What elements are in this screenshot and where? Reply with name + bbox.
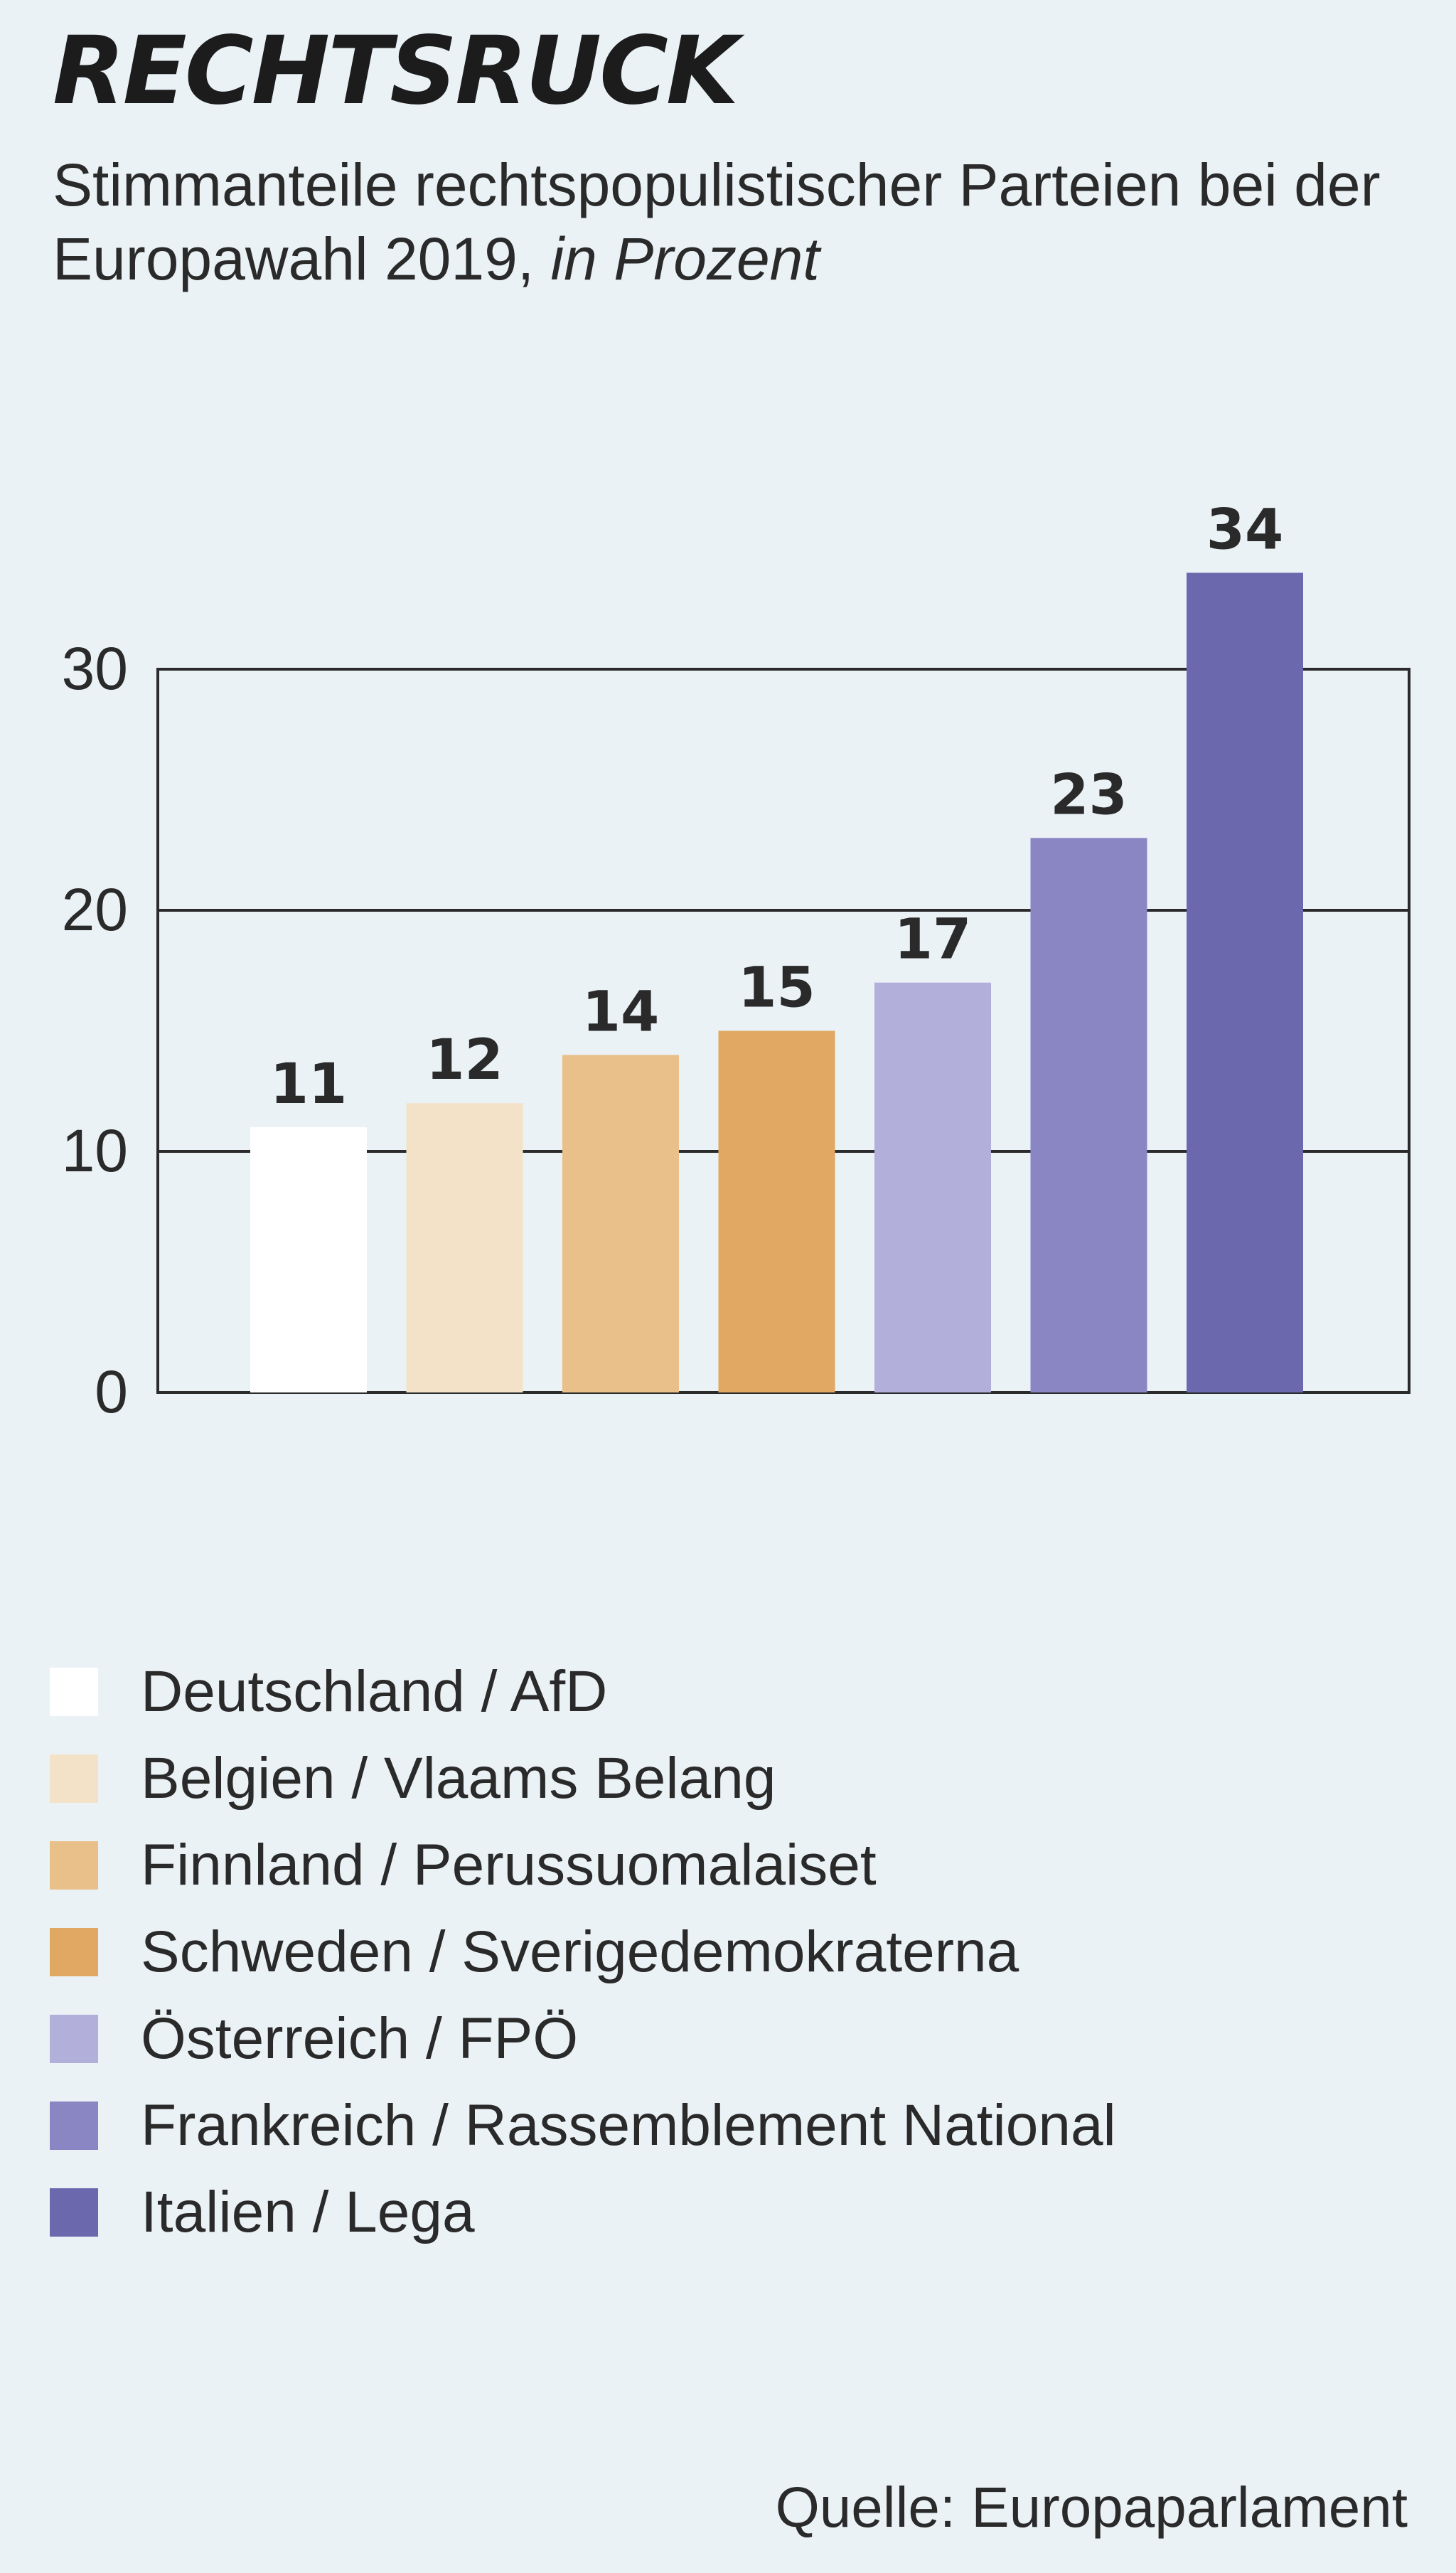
bar-value-label: 15 <box>738 957 815 1021</box>
legend-label: Schweden / Sverigedemokraterna <box>141 1919 1019 1984</box>
bar-value-label: 14 <box>582 980 660 1044</box>
bar-3 <box>562 1055 679 1392</box>
y-tick-label: 0 <box>95 1358 128 1422</box>
y-tick-label: 30 <box>62 635 128 702</box>
legend-item: Österreich / FPÖ <box>50 1996 1116 2082</box>
bar-5 <box>874 982 991 1392</box>
legend-item: Italien / Lega <box>50 2169 1116 2256</box>
legend-label: Deutschland / AfD <box>141 1659 608 1724</box>
legend-swatch <box>50 2101 98 2150</box>
legend-label: Österreich / FPÖ <box>141 2006 579 2071</box>
subtitle-unit: in Prozent <box>550 225 820 292</box>
legend-item: Deutschland / AfD <box>50 1648 1116 1735</box>
bar-1 <box>250 1127 367 1392</box>
legend-swatch <box>50 2015 98 2063</box>
bar-6 <box>1030 838 1147 1392</box>
chart-subtitle: Stimmanteile rechtspopulistischer Partei… <box>53 148 1432 296</box>
chart-title: RECHTSRUCK <box>53 16 739 126</box>
legend-swatch <box>50 1841 98 1890</box>
legend-label: Belgien / Vlaams Belang <box>141 1746 776 1811</box>
legend-item: Frankreich / Rassemblement National <box>50 2082 1116 2169</box>
legend-swatch <box>50 2188 98 2237</box>
y-tick-label: 20 <box>62 876 128 943</box>
bar-value-label: 12 <box>426 1028 503 1092</box>
subtitle-text: Stimmanteile rechtspopulistischer Partei… <box>53 151 1381 292</box>
legend-item: Schweden / Sverigedemokraterna <box>50 1909 1116 1996</box>
legend-label: Frankreich / Rassemblement National <box>141 2093 1116 2158</box>
legend-item: Belgien / Vlaams Belang <box>50 1735 1116 1822</box>
y-tick-label: 10 <box>62 1117 128 1184</box>
legend-item: Finnland / Perussuomalaiset <box>50 1822 1116 1909</box>
legend-label: Finnland / Perussuomalaiset <box>141 1833 877 1897</box>
bar-4 <box>718 1030 835 1392</box>
bars <box>250 572 1303 1392</box>
data-labels: 11 12 14 15 17 23 34 <box>270 498 1284 1117</box>
legend-swatch <box>50 1754 98 1803</box>
legend-label: Italien / Lega <box>141 2180 475 2244</box>
legend: Deutschland / AfD Belgien / Vlaams Belang… <box>50 1648 1116 2256</box>
bar-value-label: 23 <box>1050 763 1128 827</box>
y-axis-ticks: 0 10 20 30 <box>62 635 128 1422</box>
bar-chart: 11 12 14 15 17 23 34 0 10 20 30 <box>62 498 1410 1422</box>
bar-2 <box>406 1103 523 1392</box>
bar-value-label: 34 <box>1206 498 1284 562</box>
source-note: Quelle: Europaparlament <box>775 2476 1408 2539</box>
legend-swatch <box>50 1668 98 1716</box>
legend-swatch <box>50 1928 98 1976</box>
bar-value-label: 11 <box>270 1053 348 1117</box>
bar-value-label: 17 <box>894 908 972 972</box>
bar-7 <box>1187 572 1303 1392</box>
